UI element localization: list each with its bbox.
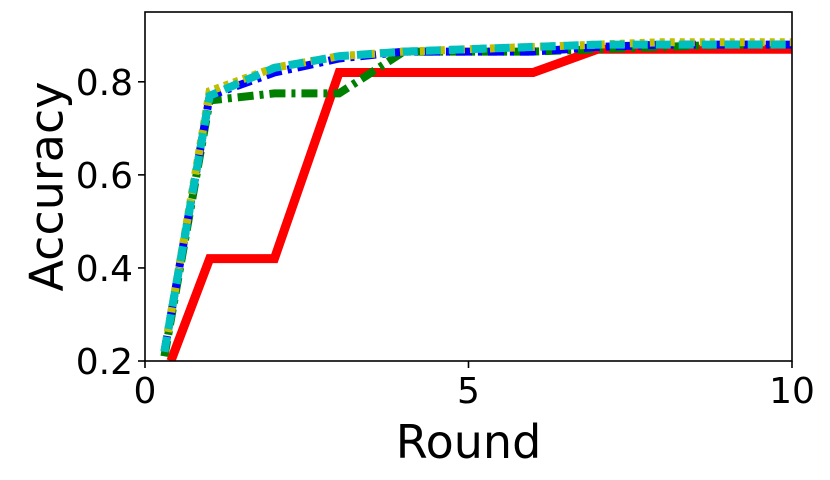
x-tick-label: 10	[769, 371, 815, 412]
y-tick-label: 0.8	[76, 63, 133, 104]
y-axis-label: Accuracy	[20, 81, 74, 291]
x-tick-label: 0	[134, 371, 157, 412]
series-layer	[160, 38, 792, 361]
tick-layer: 0 5 10 0.2 0.4 0.6 0.8	[76, 63, 815, 412]
series-line-1	[166, 44, 792, 361]
series-line-5	[160, 40, 792, 353]
series-line-4	[160, 38, 792, 353]
x-axis-label: Round	[396, 415, 542, 469]
series-line-2	[160, 40, 792, 357]
y-tick-label: 0.4	[76, 249, 133, 290]
x-tick-label: 5	[457, 371, 480, 412]
y-tick-label: 0.2	[76, 342, 133, 383]
series-line-3	[160, 40, 792, 353]
y-tick-label: 0.6	[76, 156, 133, 197]
plot-frame	[144, 11, 793, 362]
